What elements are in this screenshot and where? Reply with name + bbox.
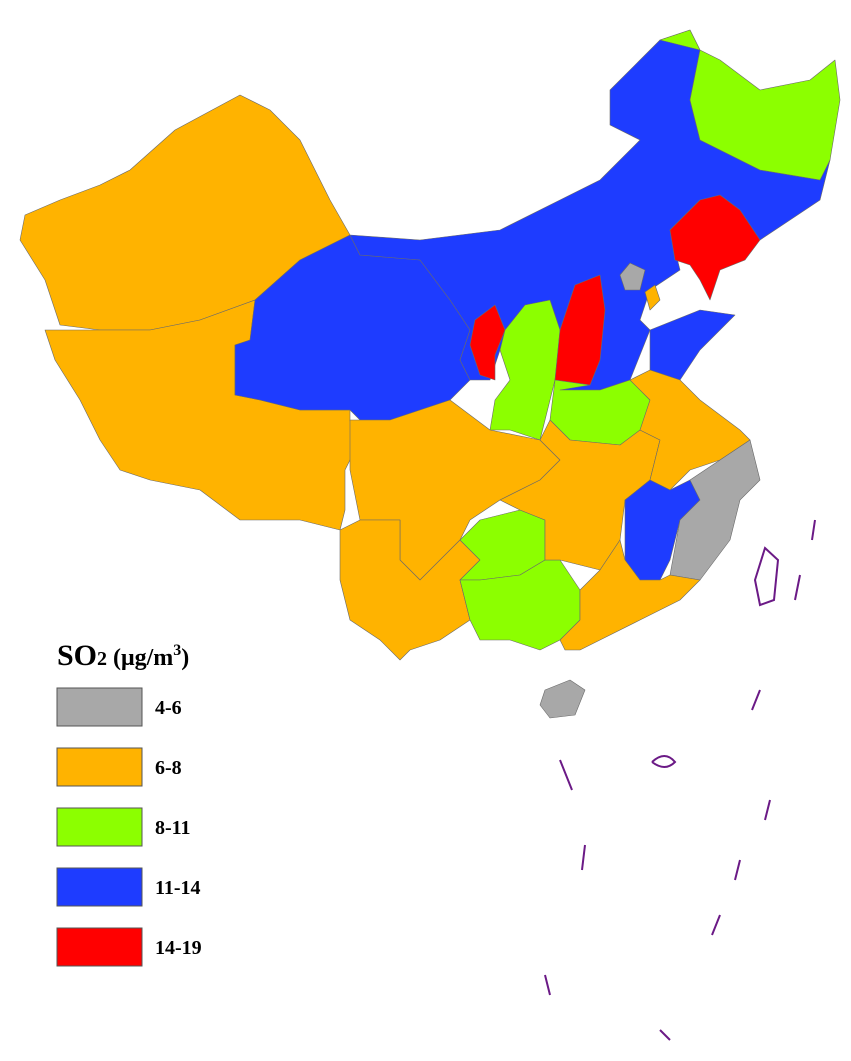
region (469, 304, 506, 381)
legend-title: SO2 (μg/m3) (57, 639, 189, 672)
region (669, 439, 761, 581)
region (554, 274, 606, 386)
region (559, 539, 701, 651)
legend-title-sub: 2 (97, 648, 107, 670)
legend-label: 4-6 (155, 697, 182, 719)
legend-label: 8-11 (155, 817, 191, 839)
legend-label: 11-14 (155, 877, 201, 899)
dashed-line (544, 519, 816, 1041)
legend-swatch (56, 747, 143, 787)
region (649, 309, 736, 381)
legend-label: 14-19 (155, 937, 202, 959)
legend-label: 6-8 (155, 757, 182, 779)
legend-title-part: SO (57, 639, 97, 672)
provinces (19, 29, 841, 719)
sea-boundaries (544, 519, 816, 1041)
region (539, 679, 586, 719)
legend-swatch (56, 687, 143, 727)
region (644, 284, 661, 311)
island (651, 755, 677, 768)
legend-title-part: ) (181, 645, 189, 671)
legend-swatch (56, 867, 143, 907)
region (619, 262, 646, 291)
region (659, 29, 841, 181)
legend-swatch (56, 927, 143, 967)
legend-title-sup: 3 (173, 642, 181, 659)
legend: 4-6 6-8 8-11 11-14 14-19 (56, 687, 202, 967)
legend-swatch (56, 807, 143, 847)
island (753, 546, 780, 607)
region (669, 194, 761, 301)
legend-title-part: (μg/m (107, 645, 173, 671)
